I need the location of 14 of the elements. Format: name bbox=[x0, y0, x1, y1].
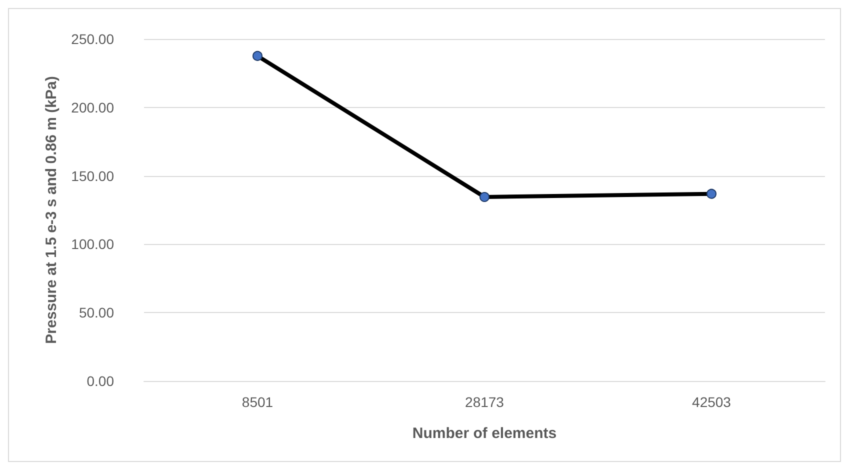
y-tick-label: 200.00 bbox=[71, 99, 114, 116]
y-tick-label: 150.00 bbox=[71, 168, 114, 184]
point bbox=[706, 188, 716, 199]
y-tick-label: 50.00 bbox=[78, 304, 114, 321]
x-axis-title: Number of elements bbox=[412, 425, 557, 442]
y-axis-title: Pressure at 1.5 e-3 s and 0.86 m (kPa) bbox=[43, 76, 60, 344]
y-tick-label: 100.00 bbox=[71, 236, 114, 252]
point bbox=[252, 50, 262, 61]
point bbox=[480, 192, 490, 202]
x-tick-label: 28173 bbox=[465, 394, 504, 410]
x-tick-label: 8501 bbox=[242, 394, 274, 410]
y-tick-label: 0.00 bbox=[86, 373, 114, 389]
x-tick-label: 42503 bbox=[692, 394, 732, 410]
y-tick-label: 250.00 bbox=[71, 31, 114, 47]
